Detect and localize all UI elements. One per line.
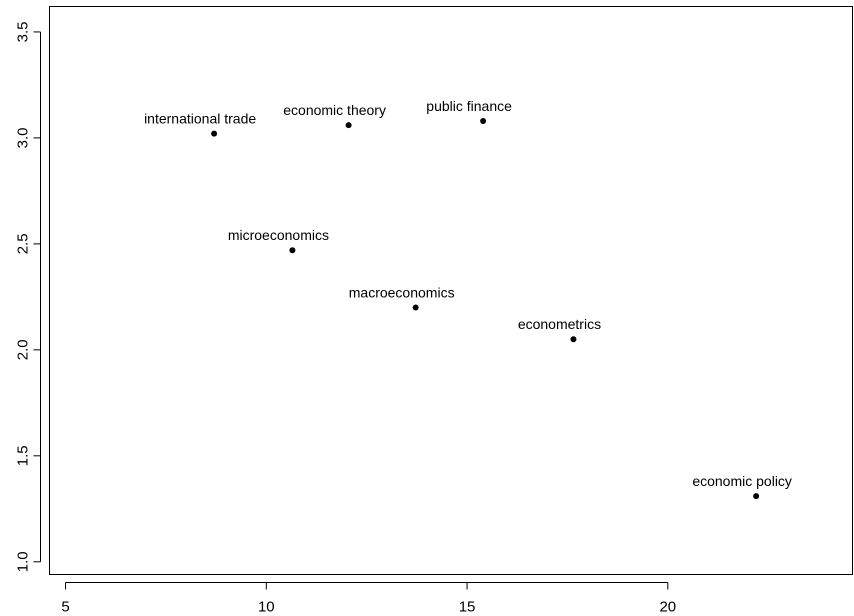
data-point [753, 493, 760, 500]
y-tick-label: 1.5 [15, 445, 32, 466]
x-tick-label: 15 [459, 599, 476, 616]
point-label: economic policy [692, 473, 792, 489]
data-point [412, 304, 419, 311]
x-axis: 5 10 15 20 [61, 582, 676, 616]
point-label: public finance [426, 98, 512, 114]
point-label: macroeconomics [349, 284, 455, 300]
x-tick-label: 20 [659, 599, 676, 616]
x-tick-label: 5 [61, 599, 69, 616]
y-axis: 1.0 1.5 2.0 2.5 3.0 3.5 [15, 22, 41, 572]
data-point [570, 336, 577, 343]
data-point [211, 130, 218, 137]
y-tick-label: 3.5 [15, 22, 32, 43]
y-tick-label: 2.5 [15, 233, 32, 254]
plot-frame [49, 6, 853, 575]
data-point [289, 247, 296, 254]
point-label: microeconomics [228, 227, 329, 243]
y-tick-label: 1.0 [15, 551, 32, 572]
point-label: international trade [144, 111, 256, 127]
point-label: econometrics [518, 316, 601, 332]
point-label: economic theory [283, 102, 386, 118]
y-tick-label: 2.0 [15, 339, 32, 360]
data-point [345, 122, 352, 129]
data-point [480, 117, 487, 124]
data-points: international trade economic theory public… [144, 98, 792, 500]
x-tick-label: 10 [258, 599, 275, 616]
y-tick-label: 3.0 [15, 127, 32, 148]
